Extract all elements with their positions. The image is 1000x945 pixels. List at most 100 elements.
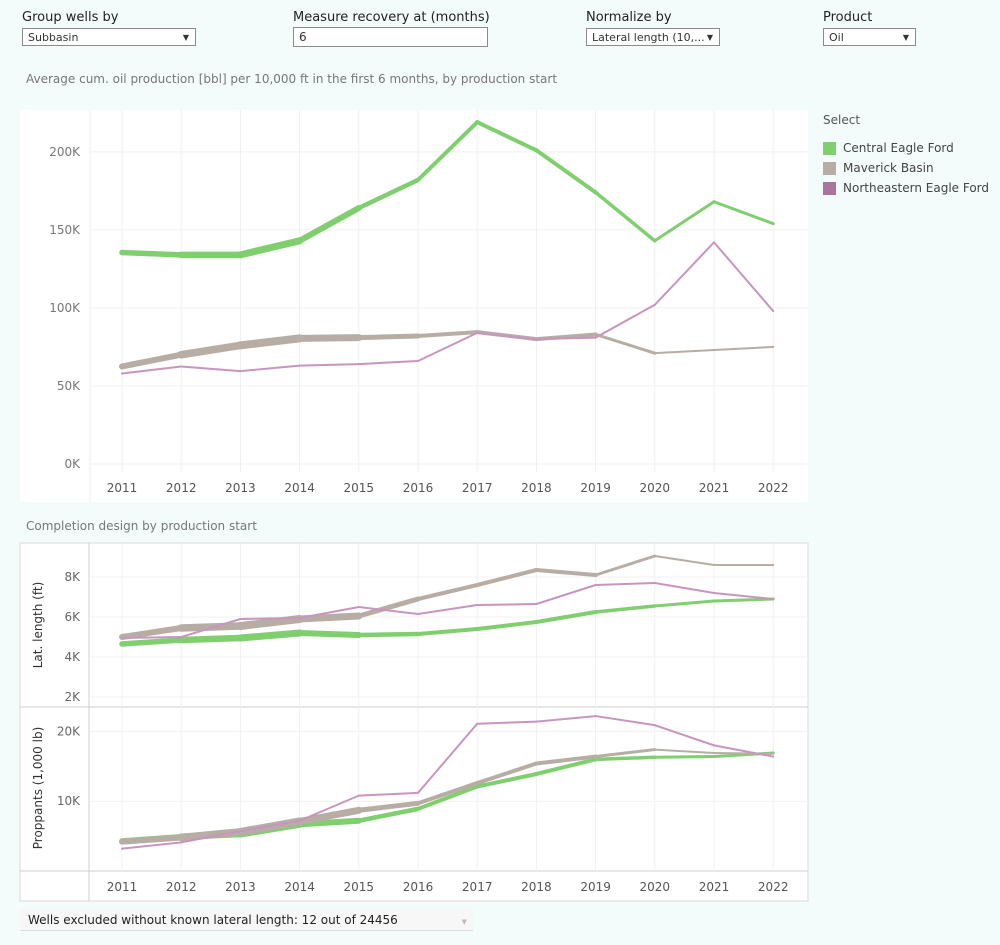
- y-axis-label: Proppants (1,000 lb): [31, 727, 45, 849]
- x-tick-label: 2021: [699, 481, 730, 495]
- caret-down-icon: ▼: [461, 918, 467, 926]
- data-point: [772, 564, 775, 566]
- series-segment: [475, 761, 539, 786]
- data-point: [180, 636, 183, 638]
- data-point: [121, 372, 123, 375]
- series-segment: [475, 330, 539, 342]
- series-segment: [119, 625, 185, 640]
- series-segment: [534, 610, 598, 624]
- product-dropdown[interactable]: Oil ▼: [823, 28, 916, 46]
- excluded-wells-note[interactable]: Wells excluded without known lateral len…: [20, 909, 473, 931]
- legend-title: Select: [823, 113, 861, 127]
- series-segment: [594, 332, 657, 355]
- series-segment: [416, 120, 480, 182]
- series-segment: [357, 791, 419, 797]
- series-segment: [180, 830, 242, 844]
- data-point: [239, 370, 242, 373]
- data-point: [357, 363, 360, 366]
- data-point: [178, 637, 185, 643]
- data-point: [593, 573, 598, 577]
- group-by-value: Subbasin: [28, 31, 79, 44]
- x-tick-label: 2015: [344, 880, 375, 894]
- data-point: [121, 637, 123, 639]
- x-tick-label: 2011: [107, 481, 138, 495]
- x-tick-label: 2021: [699, 880, 730, 894]
- data-point: [178, 833, 185, 840]
- y-tick-label: 4K: [64, 650, 81, 664]
- data-point: [653, 352, 656, 355]
- legend-label: Maverick Basin: [843, 161, 934, 175]
- data-point: [296, 820, 304, 828]
- y-tick-label: 0K: [64, 457, 81, 471]
- x-tick-label: 2012: [166, 481, 197, 495]
- data-point: [298, 617, 301, 619]
- series-segment: [713, 345, 775, 352]
- series-segment: [476, 603, 538, 606]
- legend-swatch: [823, 181, 836, 195]
- data-point: [177, 624, 185, 632]
- data-point: [653, 239, 657, 243]
- data-point: [653, 724, 656, 727]
- x-tick-label: 2020: [640, 481, 671, 495]
- series-segment: [534, 148, 598, 195]
- data-point: [357, 606, 360, 608]
- series-segment: [356, 806, 421, 824]
- data-point: [653, 748, 656, 751]
- data-point: [593, 332, 598, 337]
- data-point: [119, 838, 125, 844]
- x-tick-label: 2016: [403, 481, 434, 495]
- x-tick-label: 2019: [580, 481, 611, 495]
- legend-item-maverick-basin[interactable]: Maverick Basin: [823, 158, 989, 178]
- group-by-dropdown[interactable]: Subbasin ▼: [22, 28, 196, 46]
- series-maverick-basin: [119, 748, 775, 845]
- series-segment: [535, 336, 597, 341]
- series-segment: [476, 331, 538, 341]
- series-segment: [535, 715, 597, 723]
- legend-item-central-eagle-ford[interactable]: Central Eagle Ford: [823, 138, 989, 158]
- series-segment: [653, 724, 715, 747]
- series-segment: [239, 819, 301, 833]
- data-point: [236, 622, 245, 630]
- legend-item-northeastern-eagle-ford[interactable]: Northeastern Eagle Ford: [823, 178, 989, 198]
- series-segment: [416, 583, 480, 601]
- recovery-input[interactable]: 6: [293, 27, 488, 47]
- data-point: [295, 817, 304, 826]
- data-point: [594, 715, 597, 718]
- data-point: [357, 794, 360, 797]
- data-point: [653, 604, 657, 608]
- caret-down-icon: ▼: [706, 33, 713, 42]
- series-segment: [180, 365, 242, 373]
- caret-down-icon: ▼: [902, 33, 909, 42]
- data-point: [653, 555, 656, 557]
- legend-swatch: [823, 161, 836, 175]
- series-segment: [535, 584, 597, 605]
- data-point: [417, 359, 419, 362]
- data-point: [119, 641, 125, 647]
- normalize-label: Normalize by: [586, 10, 672, 25]
- series-segment: [534, 332, 598, 342]
- series-segment: [356, 631, 421, 638]
- x-tick-label: 2022: [758, 880, 789, 894]
- data-point: [713, 349, 715, 352]
- normalize-dropdown[interactable]: Lateral length (10,... ▼: [586, 28, 720, 46]
- data-point: [417, 613, 419, 615]
- data-point: [416, 177, 420, 182]
- data-point: [296, 629, 304, 637]
- data-point: [356, 205, 362, 211]
- series-maverick-basin: [119, 330, 775, 370]
- data-point: [593, 610, 598, 614]
- series-segment: [594, 303, 656, 339]
- x-tick-label: 2019: [580, 880, 611, 894]
- series-segment: [239, 364, 301, 373]
- data-point: [355, 334, 362, 341]
- data-point: [713, 752, 715, 755]
- series-segment: [593, 190, 657, 243]
- data-point: [356, 818, 362, 824]
- data-point: [180, 841, 183, 844]
- series-segment: [236, 237, 304, 259]
- series-segment: [180, 618, 242, 638]
- legend-swatch: [823, 141, 836, 155]
- normalize-value: Lateral length (10,...: [592, 31, 705, 44]
- x-tick-label: 2018: [521, 880, 552, 894]
- series-segment: [475, 120, 539, 153]
